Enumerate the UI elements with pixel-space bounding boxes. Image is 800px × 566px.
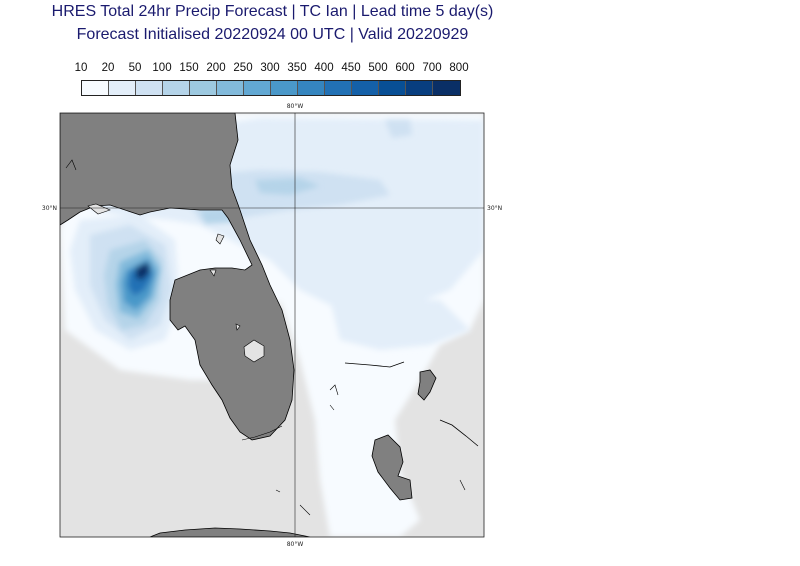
chart-title: HRES Total 24hr Precip Forecast | TC Ian… xyxy=(51,3,494,20)
inland-lakes xyxy=(87,203,265,363)
colorbar-swatch xyxy=(136,81,163,95)
chart-subtitle: Forecast Initialised 20220924 00 UTC | V… xyxy=(76,26,469,43)
colorbar-swatch xyxy=(109,81,136,95)
precip-field-core xyxy=(116,250,160,318)
lat-label-right: 30°N xyxy=(487,205,502,212)
eleuthera-land xyxy=(439,419,479,447)
colorbar-tick-label: 300 xyxy=(260,62,280,74)
colorbar-tick-label: 500 xyxy=(368,62,388,74)
colorbar-tick-label: 20 xyxy=(101,62,115,74)
abaco-land xyxy=(417,369,437,401)
colorbar-swatch xyxy=(190,81,217,95)
keys-islands xyxy=(65,159,466,516)
colorbar-swatch xyxy=(271,81,298,95)
grand-bahama-land xyxy=(344,361,405,368)
colorbar-swatch xyxy=(325,81,352,95)
colorbar-swatch xyxy=(244,81,271,95)
colorbar-labels: 10 20 50 100 150 200 250 300 350 400 450 500 600 700 8… xyxy=(66,62,478,76)
colorbar-tick-label: 450 xyxy=(341,62,361,74)
colorbar-tick-label: 800 xyxy=(449,62,469,74)
lat-label-left: 30°N xyxy=(42,205,57,212)
map-frame xyxy=(59,112,485,538)
colorbar-tick-label: 600 xyxy=(395,62,415,74)
colorbar-swatch xyxy=(406,81,433,95)
colorbar-swatch xyxy=(82,81,109,95)
florida-land xyxy=(60,113,295,441)
lon-label-top: 80°W xyxy=(287,103,304,110)
colorbar-tick-label: 10 xyxy=(74,62,88,74)
colorbar-tick-label: 100 xyxy=(152,62,172,74)
graticule xyxy=(60,113,484,537)
colorbar-swatch xyxy=(298,81,325,95)
cuba-land xyxy=(149,527,311,537)
andros-land xyxy=(371,434,413,501)
colorbar-swatch xyxy=(433,81,460,95)
lon-label-bottom: 80°W xyxy=(287,541,304,548)
colorbar-tick-label: 350 xyxy=(287,62,307,74)
colorbar-swatch xyxy=(217,81,244,95)
colorbar-tick-label: 250 xyxy=(233,62,253,74)
colorbar xyxy=(81,80,461,96)
colorbar-tick-label: 50 xyxy=(128,62,142,74)
colorbar-tick-label: 400 xyxy=(314,62,334,74)
colorbar-tick-label: 200 xyxy=(206,62,226,74)
colorbar-swatch xyxy=(163,81,190,95)
land-masses xyxy=(60,113,479,537)
colorbar-tick-label: 700 xyxy=(422,62,442,74)
colorbar-tick-label: 150 xyxy=(179,62,199,74)
colorbar-swatch xyxy=(379,81,406,95)
colorbar-swatch xyxy=(352,81,379,95)
